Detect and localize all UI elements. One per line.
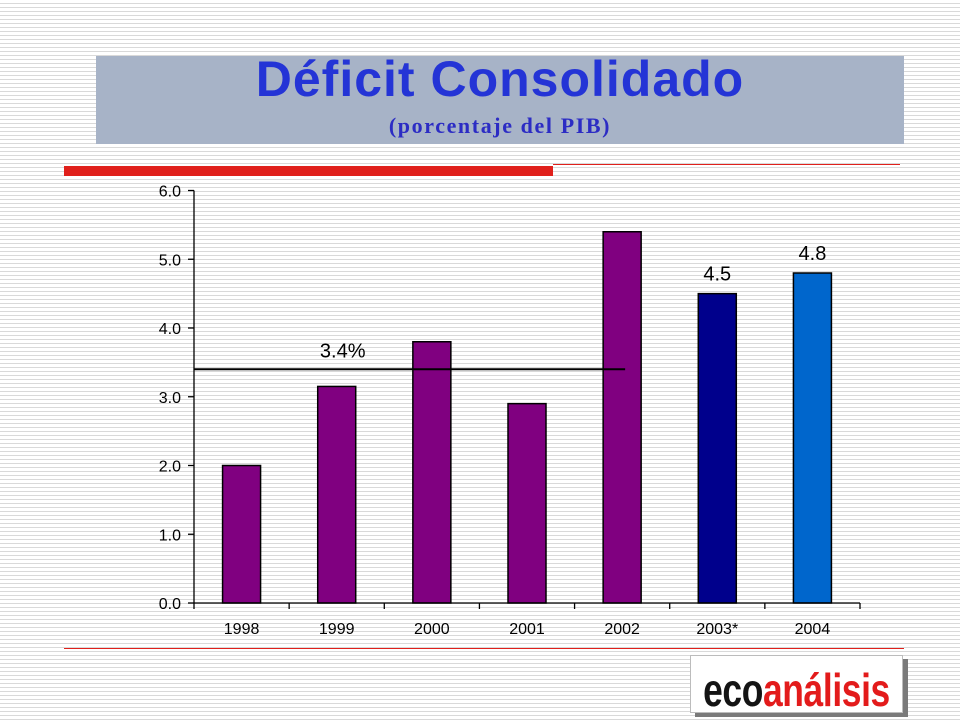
- x-tick-label: 2000: [414, 621, 450, 638]
- y-tick-label: 0.0: [159, 596, 181, 613]
- x-tick-label: 2004: [795, 621, 831, 638]
- bar-1999: [316, 385, 357, 604]
- logo-text-eco: eco: [703, 664, 763, 716]
- data-label: 4.5: [703, 264, 731, 286]
- ecoanalisis-logo: ecoanálisis: [690, 655, 903, 716]
- x-tick-label: 1999: [319, 621, 355, 638]
- y-tick-label: 4.0: [159, 321, 181, 338]
- y-tick-label: 6.0: [159, 184, 181, 201]
- bar-2000: [412, 341, 452, 604]
- bar-2003: [697, 292, 738, 604]
- y-tick-label: 5.0: [159, 252, 181, 269]
- y-tick-label: 3.0: [159, 390, 181, 407]
- footer-red-line: [64, 648, 904, 649]
- y-tick-label: 2.0: [159, 459, 181, 476]
- x-tick-label: 2002: [604, 621, 640, 638]
- y-tick-label: 1.0: [159, 527, 181, 544]
- bar-2002: [602, 231, 642, 604]
- logo-text-analisis: análisis: [762, 664, 890, 716]
- slide-title: Déficit Consolidado: [255, 51, 745, 107]
- accent-red-bar: [64, 166, 553, 176]
- accent-red-line: [553, 164, 900, 165]
- data-label: 4.8: [799, 243, 827, 265]
- x-tick-label: 2003*: [696, 621, 738, 638]
- bar-2001: [507, 402, 547, 604]
- slide-subtitle: (porcentaje del PIB): [388, 113, 612, 138]
- x-tick-label: 2001: [509, 621, 545, 638]
- bar-1998: [221, 464, 262, 604]
- x-tick-label: 1998: [224, 621, 260, 638]
- logo-wordmark: ecoanálisis: [684, 662, 908, 718]
- bar-2004: [792, 272, 833, 604]
- title-box: [96, 56, 904, 144]
- reference-line-label: 3.4%: [320, 340, 366, 362]
